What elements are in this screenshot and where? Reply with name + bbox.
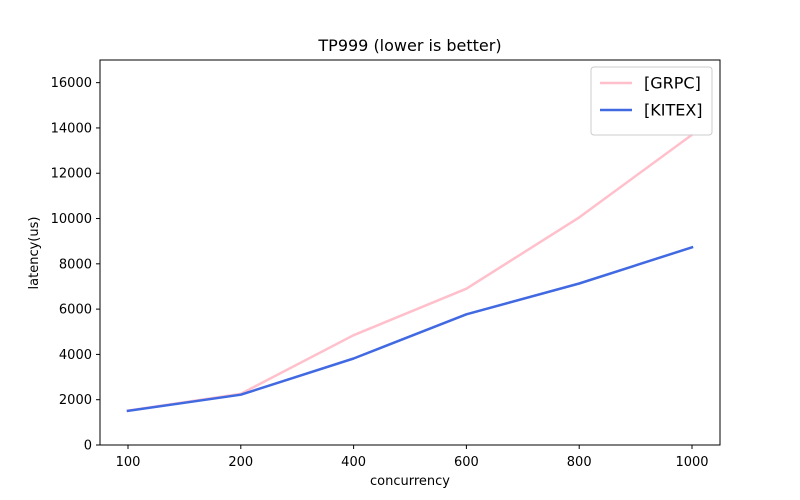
x-tick-label: 400 <box>341 455 366 470</box>
legend-label: [KITEX] <box>644 101 703 120</box>
series-line <box>126 132 694 413</box>
chart-title: TP999 (lower is better) <box>317 36 501 55</box>
y-tick-label: 0 <box>84 439 92 454</box>
y-tick-label: 6000 <box>59 303 92 318</box>
legend-label: [GRPC] <box>644 74 701 93</box>
y-tick-label: 12000 <box>51 167 92 182</box>
series-line <box>126 245 694 413</box>
y-tick-label: 14000 <box>51 121 92 136</box>
y-tick-label: 10000 <box>51 212 92 227</box>
y-tick-label: 8000 <box>59 257 92 272</box>
x-axis-title: concurrency <box>370 474 450 489</box>
x-tick-label: 800 <box>567 455 592 470</box>
x-tick-label: 600 <box>454 455 479 470</box>
y-axis: 0 2000 4000 6000 8000 10000 12000 14000 16000 <box>51 76 100 454</box>
x-tick-label: 200 <box>228 455 253 470</box>
x-tick-label: 1000 <box>675 455 708 470</box>
y-tick-label: 2000 <box>59 393 92 408</box>
x-axis: 100 200 400 600 800 1000 <box>116 445 709 470</box>
y-axis-title: latency(us) <box>27 217 42 290</box>
y-tick-label: 4000 <box>59 348 92 363</box>
legend: [GRPC] [KITEX] <box>590 66 713 136</box>
y-tick-label: 16000 <box>51 76 92 91</box>
x-tick-label: 100 <box>116 455 141 470</box>
plot-area-frame <box>99 59 721 446</box>
series-lines <box>126 132 694 413</box>
